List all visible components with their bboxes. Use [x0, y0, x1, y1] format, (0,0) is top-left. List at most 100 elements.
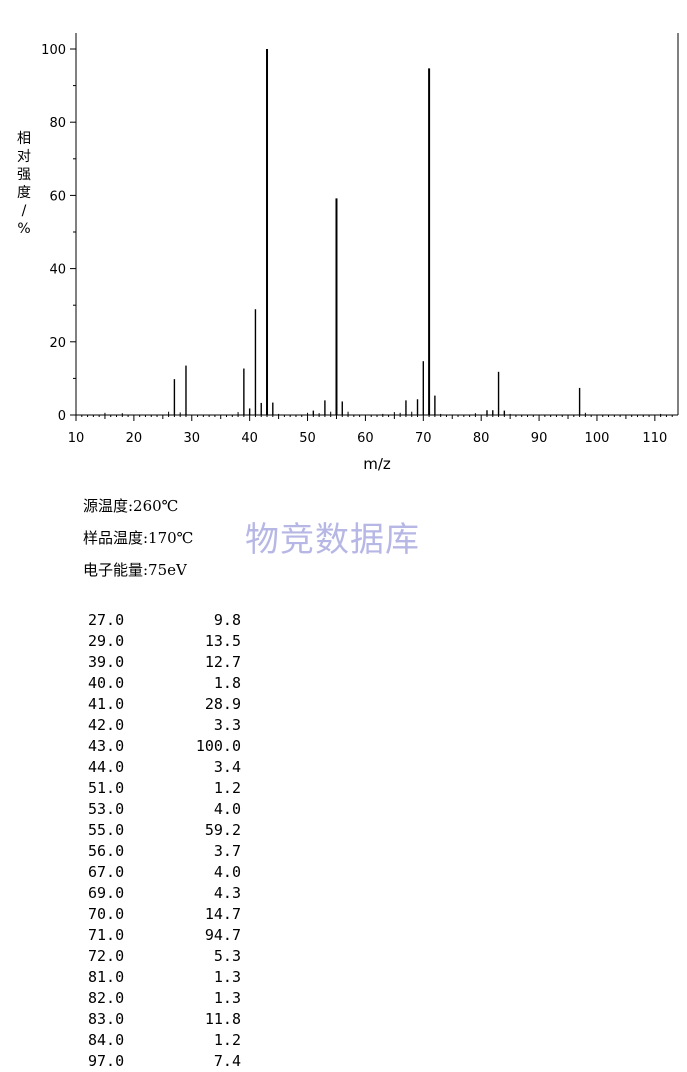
- table-row: 29.0 13.5: [88, 631, 241, 652]
- y-tick-label: 40: [49, 263, 66, 278]
- y-axis-label-char: 对: [17, 149, 31, 165]
- table-row: 40.0 1.8: [88, 673, 241, 694]
- x-tick-label: 90: [531, 431, 548, 446]
- abundance-value: 1.3: [213, 989, 241, 1007]
- table-row: 41.0 28.9: [88, 694, 241, 715]
- abundance-value: 12.7: [204, 653, 241, 671]
- y-axis-label-char: 相: [17, 131, 31, 147]
- table-row: 53.0 4.0: [88, 799, 241, 820]
- table-row: 81.0 1.3: [88, 967, 241, 988]
- x-tick-label: 60: [357, 431, 374, 446]
- x-tick-label: 80: [473, 431, 490, 446]
- y-tick-label: 60: [49, 189, 66, 204]
- mz-value: 81.0: [88, 968, 125, 986]
- mz-value: 69.0: [88, 884, 125, 902]
- mz-value: 82.0: [88, 989, 125, 1007]
- table-row: 82.0 1.3: [88, 988, 241, 1009]
- abundance-value: 7.4: [213, 1052, 241, 1070]
- y-axis-label-char: 强: [17, 167, 31, 183]
- x-tick-label: 20: [126, 431, 143, 446]
- mz-value: 67.0: [88, 863, 125, 881]
- abundance-value: 28.9: [204, 695, 241, 713]
- abundance-value: 4.0: [213, 800, 241, 818]
- abundance-value: 59.2: [204, 821, 241, 839]
- y-tick-label: 20: [49, 336, 66, 351]
- table-row: 51.0 1.2: [88, 778, 241, 799]
- abundance-value: 3.4: [213, 758, 241, 776]
- abundance-value: 3.3: [213, 716, 241, 734]
- table-row: 39.0 12.7: [88, 652, 241, 673]
- mz-value: 97.0: [88, 1052, 125, 1070]
- abundance-value: 1.8: [213, 674, 241, 692]
- x-axis-label: m/z: [363, 455, 391, 473]
- mz-value: 72.0: [88, 947, 125, 965]
- table-row: 97.0 7.4: [88, 1051, 241, 1072]
- x-tick-label: 100: [585, 431, 610, 446]
- y-axis-label-char: %: [17, 221, 31, 237]
- table-row: 67.0 4.0: [88, 862, 241, 883]
- table-row: 71.0 94.7: [88, 925, 241, 946]
- abundance-value: 1.2: [213, 1031, 241, 1049]
- mz-value: 27.0: [88, 611, 125, 629]
- mz-value: 42.0: [88, 716, 125, 734]
- abundance-value: 5.3: [213, 947, 241, 965]
- abundance-value: 94.7: [204, 926, 241, 944]
- source-temperature: 源温度:260℃: [83, 497, 179, 515]
- abundance-value: 4.3: [213, 884, 241, 902]
- table-row: 55.0 59.2: [88, 820, 241, 841]
- y-axis-ticks: 0 20 40 60 80 100: [41, 43, 76, 424]
- y-axis-label-char: 度: [17, 185, 31, 201]
- abundance-value: 13.5: [204, 632, 241, 650]
- mz-value: 56.0: [88, 842, 125, 860]
- abundance-value: 1.2: [213, 779, 241, 797]
- table-row: 72.0 5.3: [88, 946, 241, 967]
- y-tick-label: 80: [49, 116, 66, 131]
- mz-value: 70.0: [88, 905, 125, 923]
- x-tick-label: 50: [299, 431, 316, 446]
- y-axis-label: 相对强度 /%: [14, 130, 34, 238]
- y-axis-label-char: /: [21, 203, 27, 219]
- x-axis-ticks: 10 20 30 40 50 60 70 80 90 100 110: [68, 415, 673, 446]
- spectrum-peaks: [104, 49, 662, 415]
- x-tick-label: 70: [415, 431, 432, 446]
- x-tick-label: 110: [642, 431, 667, 446]
- abundance-value: 1.3: [213, 968, 241, 986]
- mz-value: 84.0: [88, 1031, 125, 1049]
- table-row: 43.0 100.0: [88, 736, 241, 757]
- table-row: 44.0 3.4: [88, 757, 241, 778]
- abundance-value: 4.0: [213, 863, 241, 881]
- electron-energy: 电子能量:75eV: [83, 561, 187, 579]
- table-row: 42.0 3.3: [88, 715, 241, 736]
- abundance-value: 9.8: [213, 611, 241, 629]
- mass-spectrum-chart: 0 20 40 60 80 100 10 20 30 40 50 60 70 80 90 100 110 m/…: [41, 33, 679, 473]
- mz-value: 51.0: [88, 779, 125, 797]
- x-tick-label: 10: [68, 431, 85, 446]
- mz-value: 83.0: [88, 1010, 125, 1028]
- y-tick-label: 100: [41, 43, 66, 58]
- y-tick-label: 0: [58, 409, 66, 424]
- sample-temperature: 样品温度:170℃: [83, 529, 194, 547]
- peak-list-table: 27.0 9.8 29.0 13.5 39.0 12.7 40.0 1.8 41.0 28.9 42…: [88, 610, 241, 1072]
- mz-value: 55.0: [88, 821, 125, 839]
- mz-value: 53.0: [88, 800, 125, 818]
- mz-value: 29.0: [88, 632, 125, 650]
- abundance-value: 11.8: [204, 1010, 241, 1028]
- table-row: 70.0 14.7: [88, 904, 241, 925]
- mz-value: 41.0: [88, 695, 125, 713]
- mz-value: 43.0: [88, 737, 125, 755]
- x-tick-label: 40: [241, 431, 258, 446]
- table-row: 84.0 1.2: [88, 1030, 241, 1051]
- abundance-value: 100.0: [195, 737, 241, 755]
- watermark: 物竞数据库: [245, 520, 420, 560]
- mz-value: 71.0: [88, 926, 125, 944]
- mz-value: 39.0: [88, 653, 125, 671]
- table-row: 69.0 4.3: [88, 883, 241, 904]
- x-tick-label: 30: [183, 431, 200, 446]
- table-row: 83.0 11.8: [88, 1009, 241, 1030]
- abundance-value: 3.7: [213, 842, 241, 860]
- mz-value: 44.0: [88, 758, 125, 776]
- abundance-value: 14.7: [204, 905, 241, 923]
- mz-value: 40.0: [88, 674, 125, 692]
- table-row: 27.0 9.8: [88, 610, 241, 631]
- table-row: 56.0 3.7: [88, 841, 241, 862]
